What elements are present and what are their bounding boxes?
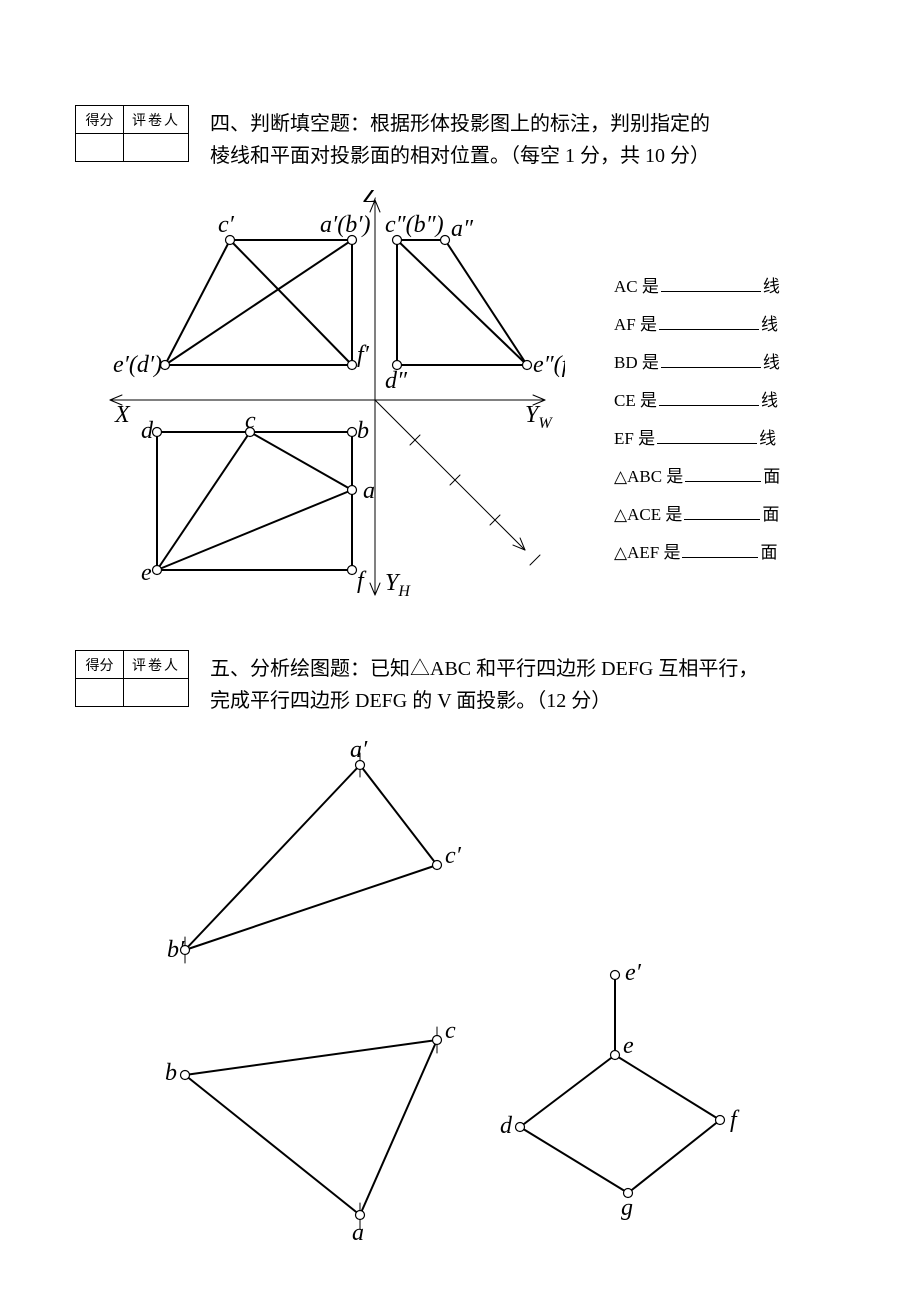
fill-pre: △ABC 是	[614, 467, 683, 486]
svg-text:X: X	[114, 402, 131, 428]
svg-text:YW: YW	[525, 402, 553, 432]
svg-text:a″: a″	[451, 216, 474, 242]
svg-text:c: c	[245, 408, 256, 434]
svg-text:e: e	[623, 1033, 634, 1059]
fill-post: 线	[761, 391, 778, 410]
svg-text:d″: d″	[385, 368, 408, 394]
q5-text-line1: 五、分析绘图题：已知△ABC 和平行四边形 DEFG 互相平行，	[210, 653, 758, 685]
q4-text-line1: 四、判断填空题：根据形体投影图上的标注，判别指定的	[210, 108, 710, 140]
fill-post: 面	[760, 543, 777, 562]
fill-post: 线	[763, 277, 780, 296]
svg-text:a′: a′	[350, 737, 368, 763]
fill-post: 线	[759, 429, 776, 448]
fill-blank	[685, 467, 761, 482]
fill-blank	[684, 505, 760, 520]
svg-text:b: b	[357, 418, 369, 444]
q4-diagram: Z X YW YH c′ a′(b′) e′(d′) f′ c″(b″) a″ d″ e″(f″) d c…	[95, 190, 565, 610]
fill-row: AC 是 线	[614, 268, 780, 306]
svg-text:g: g	[621, 1195, 633, 1221]
svg-text:d: d	[141, 418, 154, 444]
fill-row: BD 是 线	[614, 344, 780, 382]
svg-text:b′: b′	[167, 937, 185, 963]
fill-post: 线	[763, 353, 780, 372]
svg-text:d: d	[500, 1113, 513, 1139]
score-cell-label: 得分	[76, 651, 124, 679]
score-table-q5: 得分 评卷人	[75, 650, 189, 707]
svg-text:c: c	[445, 1018, 456, 1044]
fill-pre: EF 是	[614, 429, 655, 448]
score-table-q4: 得分 评卷人	[75, 105, 189, 162]
grader-cell-blank	[124, 679, 189, 707]
grader-cell-blank	[124, 134, 189, 162]
fill-blank	[659, 391, 759, 406]
score-cell-blank	[76, 679, 124, 707]
grader-cell-label: 评卷人	[124, 651, 189, 679]
fill-row: AF 是 线	[614, 306, 780, 344]
fill-pre: △ACE 是	[614, 505, 682, 524]
svg-text:a: a	[352, 1220, 364, 1246]
fill-row: △ABC 是 面	[614, 458, 780, 496]
fill-pre: CE 是	[614, 391, 657, 410]
svg-text:a: a	[363, 478, 375, 504]
fill-row: △ACE 是 面	[614, 496, 780, 534]
q4-fill-list: AC 是线AF 是线BD 是线CE 是线EF 是线△ABC 是面△ACE 是面△…	[614, 268, 780, 572]
q4-text-line2: 棱线和平面对投影面的相对位置。（每空 1 分，共 10 分）	[210, 140, 710, 172]
svg-text:e″(f″): e″(f″)	[533, 352, 565, 378]
fill-pre: BD 是	[614, 353, 659, 372]
q5-diagram: a′ c′ b′ c b a e′ e f g d	[90, 735, 770, 1275]
svg-text:c′: c′	[445, 843, 462, 869]
fill-pre: △AEF 是	[614, 543, 680, 562]
svg-text:Z: Z	[363, 190, 377, 208]
svg-text:b: b	[165, 1060, 177, 1086]
q5-text-line2: 完成平行四边形 DEFG 的 V 面投影。（12 分）	[210, 685, 611, 717]
fill-row: CE 是 线	[614, 382, 780, 420]
fill-blank	[682, 543, 758, 558]
svg-text:e: e	[141, 560, 152, 586]
score-cell-blank	[76, 134, 124, 162]
fill-post: 面	[763, 467, 780, 486]
fill-row: △AEF 是 面	[614, 534, 780, 572]
svg-text:f: f	[357, 568, 367, 594]
fill-blank	[661, 277, 761, 292]
svg-text:c′: c′	[218, 212, 235, 238]
fill-blank	[659, 315, 759, 330]
grader-cell-label: 评卷人	[124, 106, 189, 134]
fill-blank	[661, 353, 761, 368]
svg-text:e′: e′	[625, 960, 642, 986]
fill-pre: AF 是	[614, 315, 657, 334]
svg-text:e′(d′): e′(d′)	[113, 352, 162, 378]
svg-text:f: f	[730, 1107, 740, 1133]
fill-post: 面	[762, 505, 779, 524]
svg-text:f′: f′	[357, 342, 370, 368]
svg-text:a′(b′): a′(b′)	[320, 212, 370, 238]
fill-blank	[657, 429, 757, 444]
svg-text:YH: YH	[385, 570, 411, 600]
fill-pre: AC 是	[614, 277, 659, 296]
fill-row: EF 是 线	[614, 420, 780, 458]
fill-post: 线	[761, 315, 778, 334]
score-cell-label: 得分	[76, 106, 124, 134]
svg-text:c″(b″): c″(b″)	[385, 212, 444, 238]
